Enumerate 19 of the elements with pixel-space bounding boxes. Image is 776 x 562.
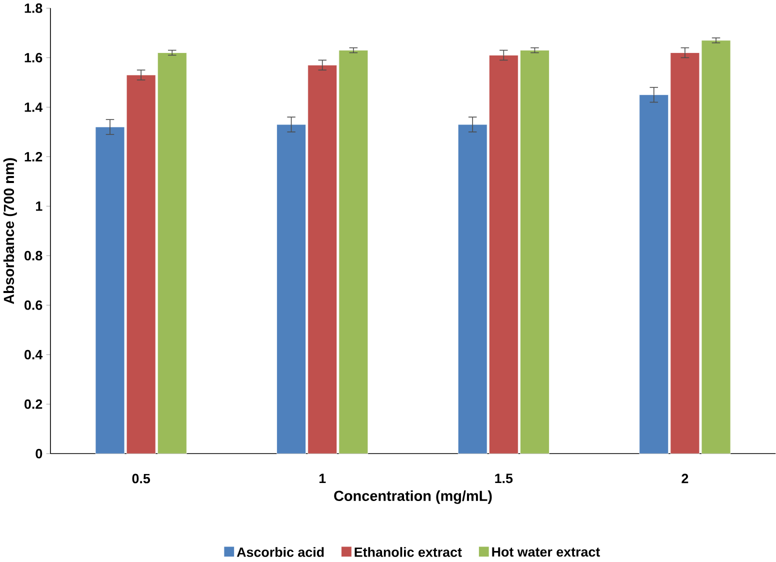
y-tick-label: 1.8 [24,3,42,13]
y-axis-title: Absorbance (700 nm) [3,158,17,304]
y-tick-label: 0.4 [24,350,43,360]
x-tick-label: 1.5 [495,474,513,483]
y-tick-label: 0.2 [24,399,42,409]
y-tick-label: 0 [36,448,42,458]
y-tick-label: 0.8 [24,250,42,260]
y-tick-label: 1.6 [24,52,42,62]
x-tick-label: 1 [319,474,326,483]
legend-label: Hot water extract [492,547,600,556]
x-tick-label: 2 [682,474,688,483]
y-tick-label: 1 [36,201,42,211]
x-tick-label: 0.5 [132,474,150,484]
y-tick-label: 1.2 [24,152,42,162]
legend-label: Ascorbic acid [236,546,324,557]
legend-label: Ethanolic extract [354,546,462,557]
y-tick-label: 1.4 [24,102,43,112]
x-axis-title: Concentration (mg/mL) [334,490,492,504]
y-tick-label: 0.6 [24,300,42,310]
